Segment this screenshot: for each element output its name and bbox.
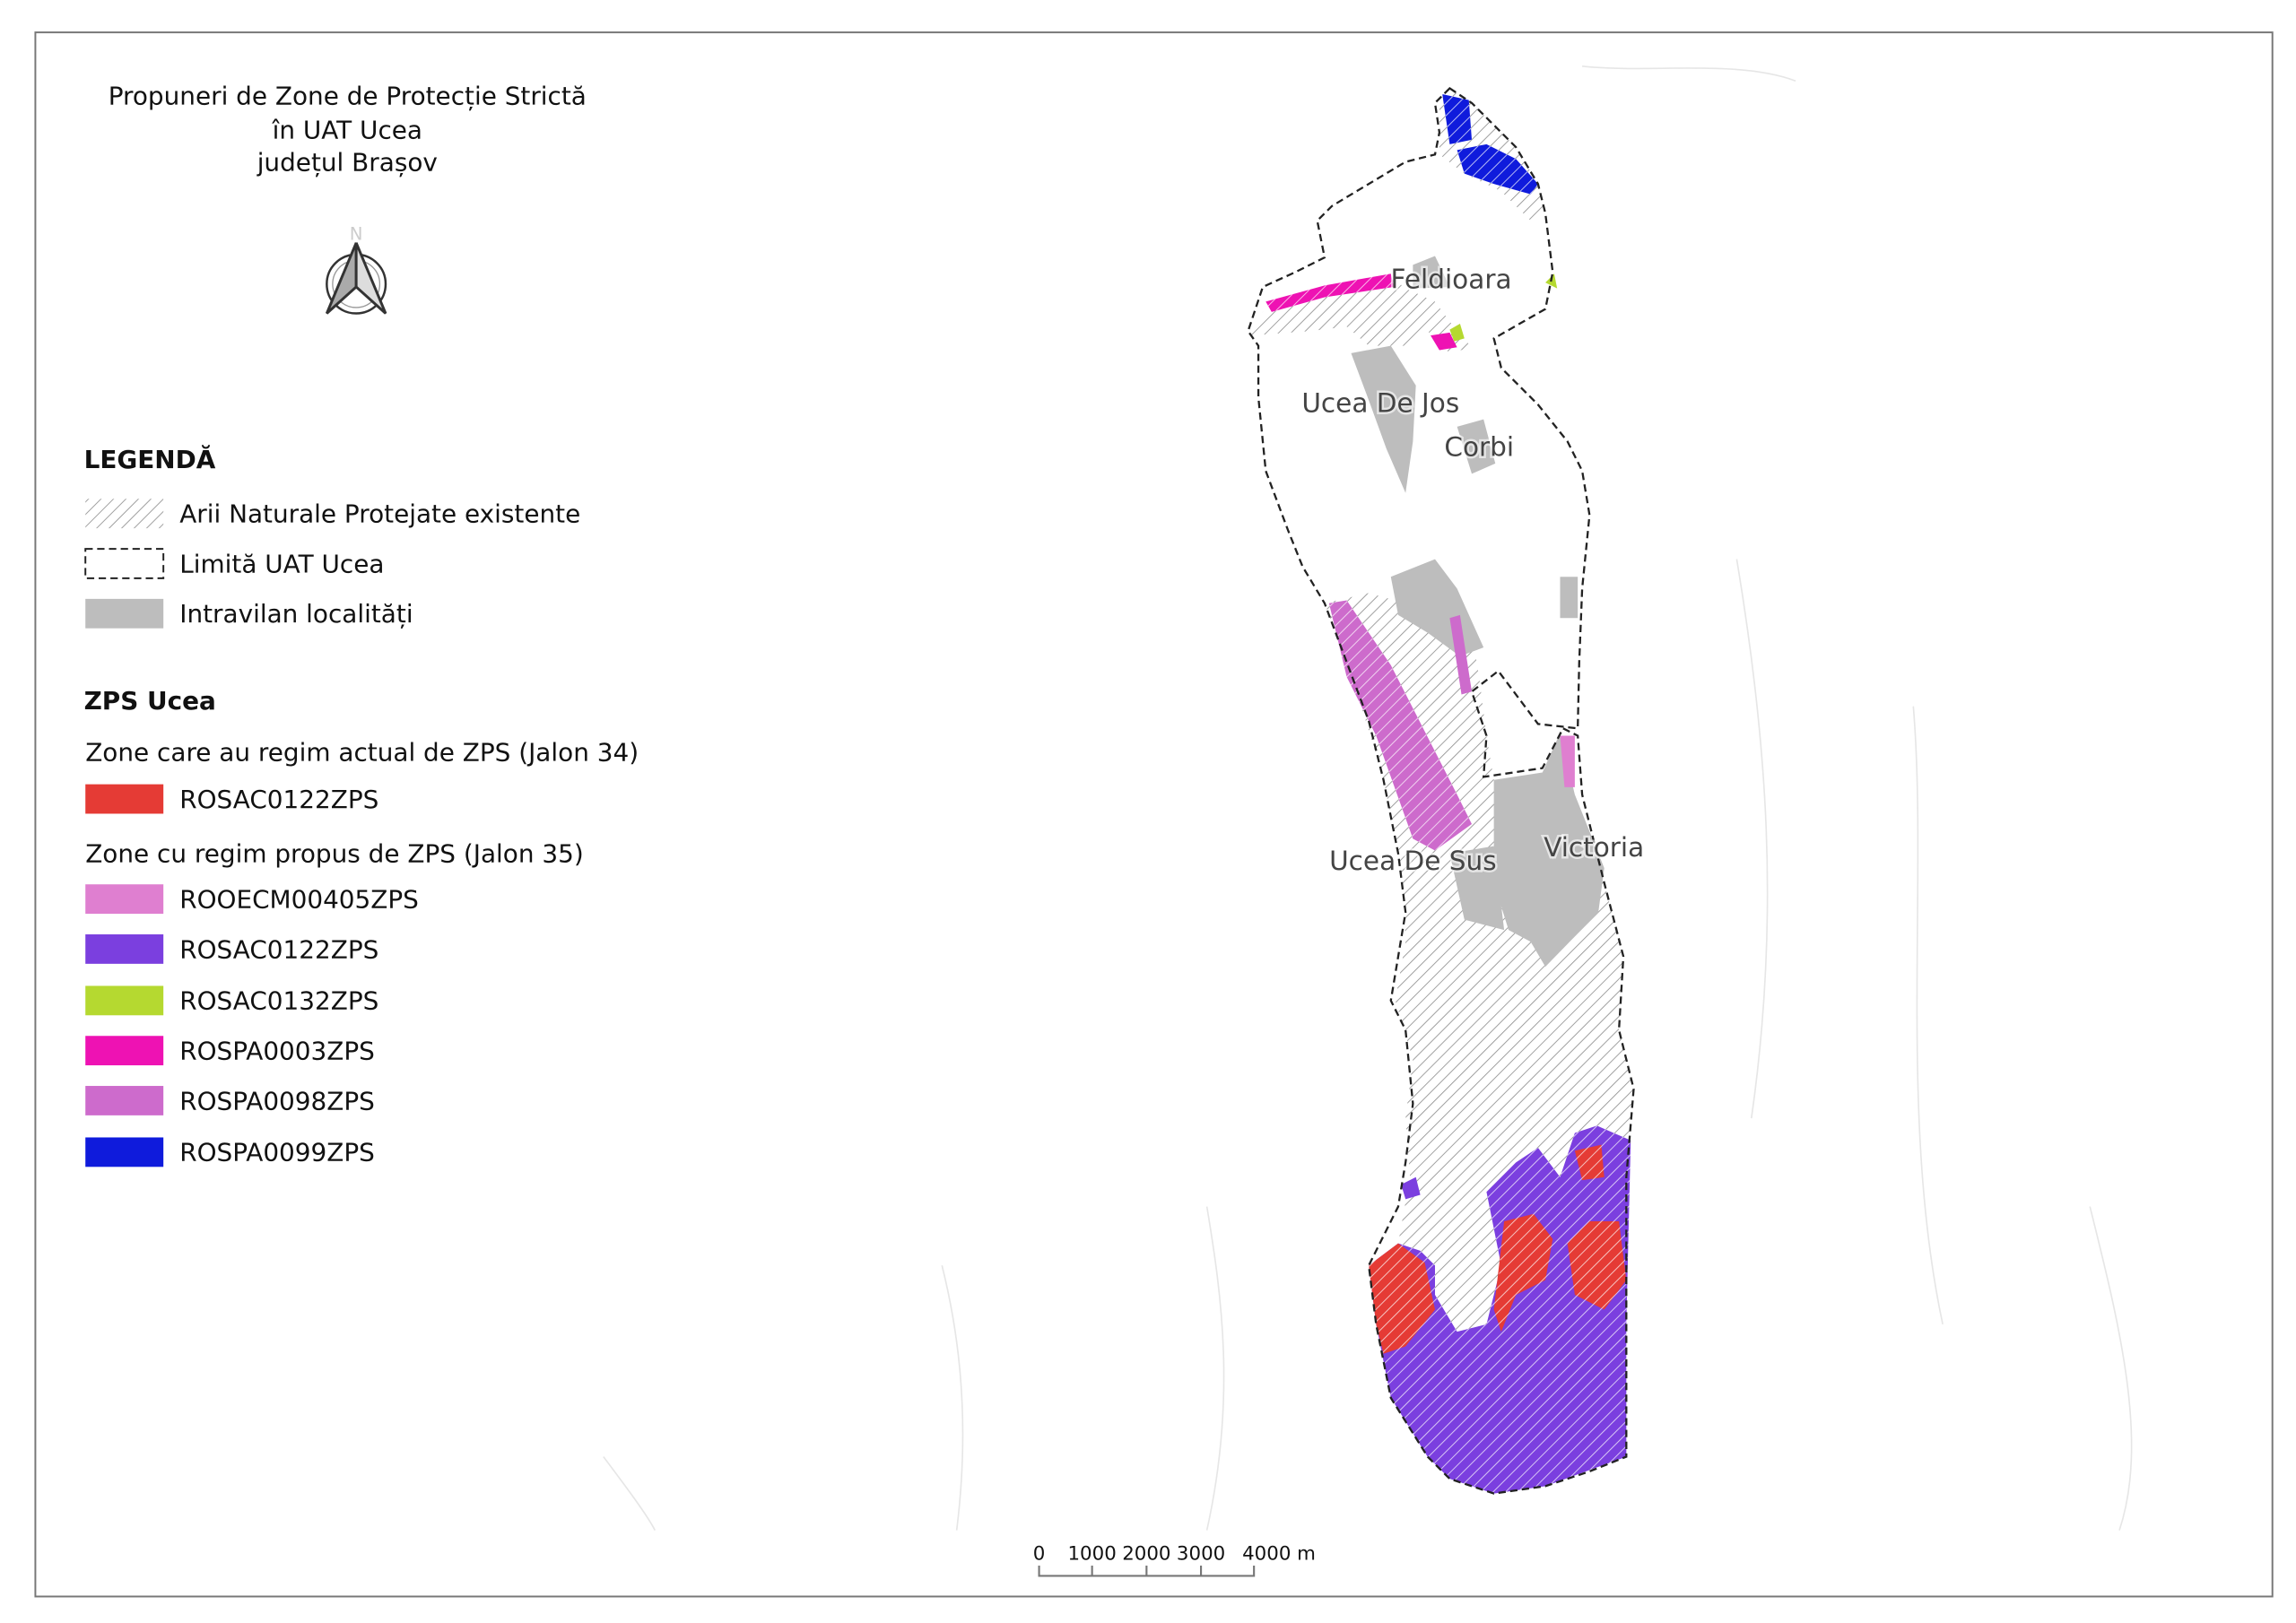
zps-zone bbox=[1449, 324, 1465, 342]
intravilan-area bbox=[1413, 256, 1450, 289]
scale-tick-label: 3000 bbox=[1177, 1542, 1225, 1565]
scale-tick-label: 4000 m bbox=[1242, 1542, 1316, 1565]
uat-boundary bbox=[1247, 86, 1635, 1495]
legend-label-rospa0099: ROSPA0099ZPS bbox=[179, 1138, 375, 1167]
place-label-ucea-de-jos: Ucea De Jos bbox=[1301, 387, 1459, 418]
intravilan-area bbox=[1449, 846, 1505, 931]
place-label-victoria: Victoria bbox=[1544, 832, 1644, 863]
scale-tick-label: 0 bbox=[1033, 1542, 1046, 1565]
place-label-corbi: Corbi bbox=[1444, 432, 1514, 463]
zps-hatch-overlay bbox=[1265, 94, 1631, 1494]
legend: LEGENDĂ Arii Naturale Protejate existent… bbox=[84, 444, 639, 1167]
legend-label-rooecm00405: ROOECM00405ZPS bbox=[179, 884, 419, 914]
legend-swatch-rosac0132 bbox=[85, 985, 164, 1016]
legend-label-uat-limit: Limită UAT Ucea bbox=[179, 549, 384, 578]
legend-label-intravilan: Intravilan localități bbox=[179, 599, 413, 629]
zps-zone bbox=[1401, 1176, 1421, 1200]
place-label-feldioara: Feldioara bbox=[1391, 265, 1512, 295]
legend-label-rospa0098: ROSPA0098ZPS bbox=[179, 1086, 375, 1115]
legend-heading: LEGENDĂ bbox=[84, 444, 216, 474]
legend-swatch-rosac0122-actual bbox=[85, 784, 164, 814]
intravilan-area bbox=[1457, 419, 1496, 474]
zps-zone bbox=[1431, 332, 1457, 351]
background-features bbox=[603, 65, 2133, 1531]
zps-zone bbox=[1560, 735, 1575, 787]
intravilan-area bbox=[1493, 733, 1605, 968]
zps-group2-title: Zone cu regim propus de ZPS (Jalon 35) bbox=[85, 839, 584, 869]
legend-swatch-uat-limit bbox=[84, 548, 165, 579]
legend-swatch-intravilan bbox=[85, 598, 164, 629]
legend-swatch-protected-areas bbox=[85, 499, 164, 529]
legend-label-rosac0122-proposed: ROSAC0122ZPS bbox=[179, 934, 378, 964]
legend-label-rosac0122-actual: ROSAC0122ZPS bbox=[179, 785, 378, 814]
legend-label-rosac0132: ROSAC0132ZPS bbox=[179, 986, 378, 1016]
map-frame bbox=[34, 31, 2274, 1598]
legend-swatch-rospa0099 bbox=[85, 1137, 164, 1167]
scale-tick-label: 1000 bbox=[1068, 1542, 1117, 1565]
title-line-2: în UAT Ucea bbox=[272, 115, 422, 144]
scale-tick-label: 2000 bbox=[1122, 1542, 1170, 1565]
title-line-1: Propuneri de Zone de Protecție Strictă bbox=[109, 82, 587, 111]
zps-group1-title: Zone care au regim actual de ZPS (Jalon … bbox=[85, 737, 639, 767]
zps-zone bbox=[1449, 614, 1473, 695]
legend-swatch-rospa0003 bbox=[85, 1036, 164, 1066]
map-title: Propuneri de Zone de Protecție Strictă î… bbox=[109, 82, 587, 178]
legend-label-protected-areas: Arii Naturale Protejate existente bbox=[179, 499, 580, 529]
north-label: N bbox=[350, 223, 363, 244]
zps-heading: ZPS Ucea bbox=[84, 686, 216, 716]
legend-swatch-rospa0098 bbox=[85, 1086, 164, 1115]
legend-label-rospa0003: ROSPA0003ZPS bbox=[179, 1037, 375, 1066]
title-line-3: județul Brașov bbox=[257, 147, 438, 177]
north-arrow-icon: N bbox=[325, 223, 387, 315]
scale-bar: 0 1000 2000 3000 4000 m bbox=[1033, 1542, 1316, 1577]
place-label-ucea-de-sus: Ucea De Sus bbox=[1329, 846, 1497, 876]
place-labels: Feldioara Ucea De Jos Corbi Ucea De Sus … bbox=[1300, 262, 1647, 878]
intravilan-area bbox=[1351, 345, 1416, 493]
legend-swatch-rooecm00405 bbox=[85, 884, 164, 915]
legend-swatch-rosac0122-proposed bbox=[85, 934, 164, 964]
intravilan-area bbox=[1560, 577, 1578, 619]
